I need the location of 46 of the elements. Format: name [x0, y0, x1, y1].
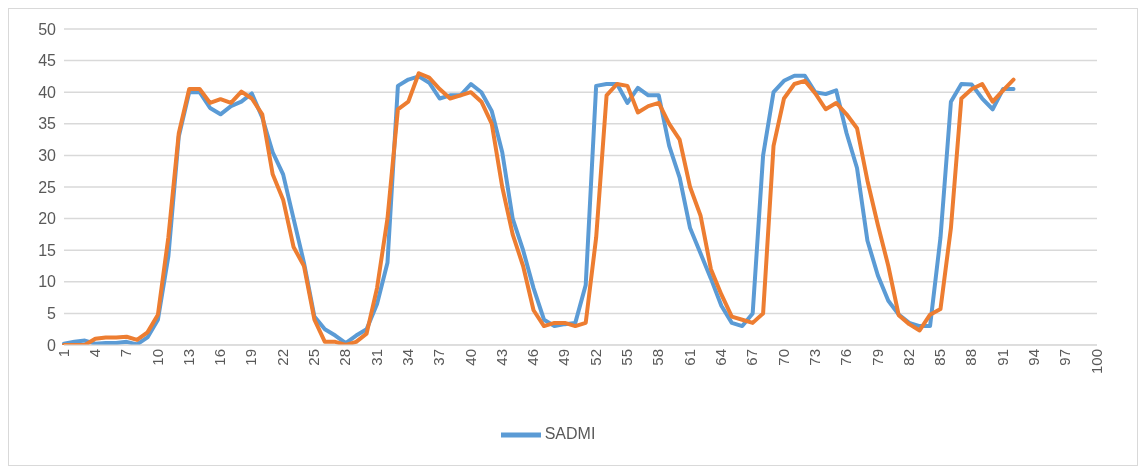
x-tick-label: 1 — [54, 349, 72, 358]
y-tick-label: 0 — [47, 336, 57, 354]
x-tick-label: 82 — [899, 349, 917, 366]
x-tick-label: 4 — [85, 349, 103, 358]
x-tick-label: 10 — [148, 349, 166, 366]
y-tick-label: 30 — [38, 147, 57, 165]
x-tick-label: 73 — [805, 349, 823, 366]
x-tick-label: 28 — [336, 349, 354, 366]
x-tick-label: 19 — [242, 349, 260, 366]
x-tick-label: 22 — [273, 349, 291, 366]
y-tick-label: 45 — [38, 52, 57, 70]
x-tick-label: 55 — [618, 349, 636, 366]
y-tick-label: 10 — [38, 273, 57, 291]
x-tick-label: 7 — [117, 349, 135, 358]
x-tick-label: 64 — [712, 349, 730, 366]
x-tick-label: 49 — [555, 349, 573, 366]
y-tick-label: 50 — [38, 20, 57, 38]
x-tick-label: 61 — [680, 349, 698, 366]
x-tick-label: 94 — [1025, 349, 1043, 366]
y-tick-label: 15 — [38, 241, 57, 259]
x-tick-label: 58 — [649, 349, 667, 366]
x-tick-label: 76 — [837, 349, 855, 366]
x-tick-label: 79 — [868, 349, 886, 366]
y-tick-label: 20 — [38, 210, 57, 228]
x-tick-label: 85 — [931, 349, 949, 366]
x-tick-label: 16 — [211, 349, 229, 366]
x-tick-label: 67 — [743, 349, 761, 366]
y-tick-label: 25 — [38, 178, 57, 196]
x-tick-label: 70 — [774, 349, 792, 366]
x-tick-label: 37 — [430, 349, 448, 366]
x-tick-label: 34 — [398, 349, 416, 366]
x-tick-label: 97 — [1056, 349, 1074, 366]
y-tick-label: 35 — [38, 115, 57, 133]
x-tick-label: 43 — [492, 349, 510, 366]
y-tick-label: 40 — [38, 83, 57, 101]
x-tick-label: 100 — [1087, 349, 1105, 375]
x-tick-label: 25 — [305, 349, 323, 366]
x-tick-label: 52 — [586, 349, 604, 366]
x-tick-label: 40 — [461, 349, 479, 366]
x-tick-label: 91 — [993, 349, 1011, 366]
legend-label: SADMI — [544, 425, 596, 443]
x-tick-label: 13 — [179, 349, 197, 366]
x-tick-label: 46 — [524, 349, 542, 366]
x-tick-label: 88 — [962, 349, 980, 366]
y-tick-label: 5 — [47, 305, 57, 323]
x-tick-label: 31 — [367, 349, 385, 366]
